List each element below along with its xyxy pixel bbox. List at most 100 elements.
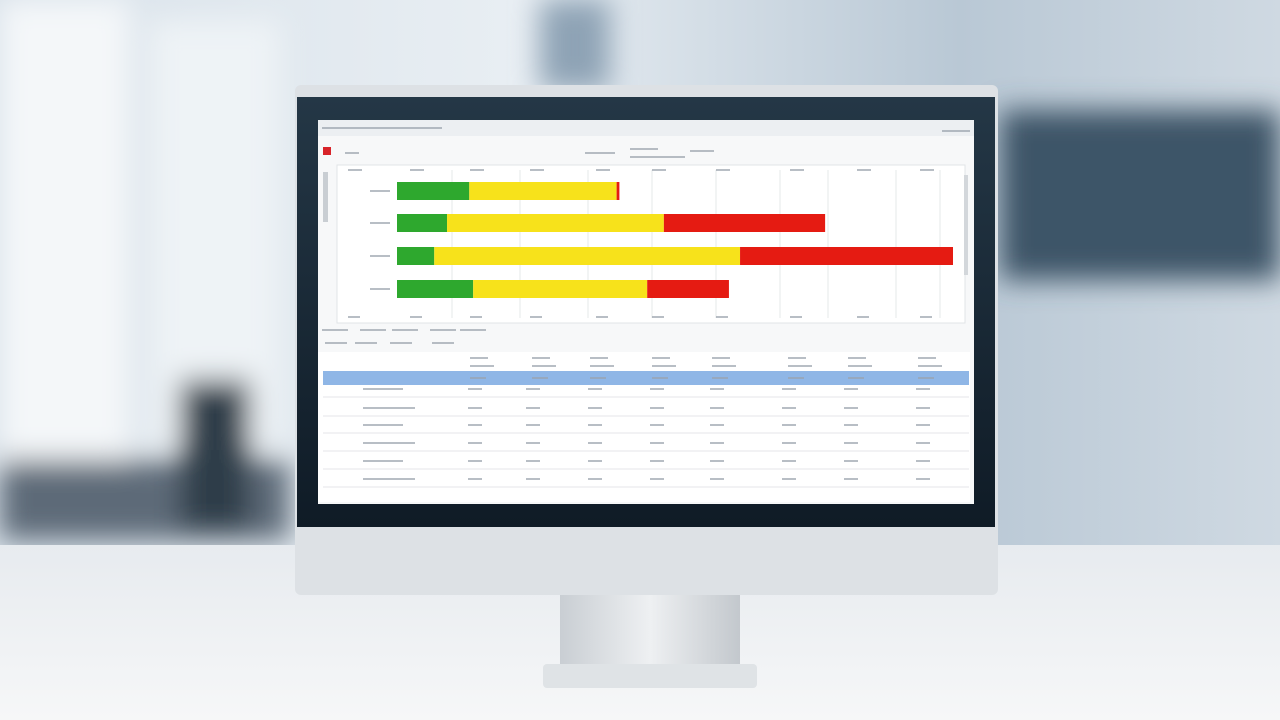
placeholder-text — [844, 460, 858, 462]
placeholder-text — [782, 460, 796, 462]
placeholder-text — [363, 478, 415, 480]
placeholder-text — [530, 169, 544, 171]
placeholder-text — [652, 169, 666, 171]
placeholder-text — [650, 407, 664, 409]
placeholder-text — [363, 442, 415, 444]
placeholder-text — [782, 388, 796, 390]
placeholder-text — [716, 316, 728, 318]
placeholder-text — [652, 365, 676, 367]
placeholder-text — [322, 329, 348, 331]
placeholder-text — [588, 442, 602, 444]
placeholder-text — [390, 342, 412, 344]
placeholder-text — [590, 357, 608, 359]
placeholder-text — [916, 478, 930, 480]
placeholder-text — [526, 424, 540, 426]
placeholder-text — [526, 478, 540, 480]
placeholder-text — [630, 156, 685, 158]
placeholder-text — [650, 478, 664, 480]
blurred-office — [0, 0, 1280, 540]
placeholder-text — [460, 329, 486, 331]
monitor-stand — [560, 590, 740, 668]
bar-segment — [740, 247, 953, 265]
placeholder-text — [630, 148, 658, 150]
placeholder-text — [716, 169, 730, 171]
bar-segment — [469, 182, 617, 200]
placeholder-text — [526, 442, 540, 444]
placeholder-text — [782, 478, 796, 480]
monitor-base — [543, 664, 757, 688]
placeholder-text — [322, 127, 442, 129]
placeholder-text — [470, 169, 484, 171]
placeholder-text — [325, 342, 347, 344]
placeholder-text — [345, 152, 359, 154]
placeholder-text — [848, 357, 866, 359]
placeholder-text — [590, 365, 614, 367]
placeholder-text — [530, 316, 542, 318]
placeholder-text — [650, 442, 664, 444]
placeholder-text — [468, 442, 482, 444]
placeholder-text — [355, 342, 377, 344]
placeholder-text — [916, 460, 930, 462]
placeholder-text — [650, 388, 664, 390]
bar-segment — [447, 214, 664, 232]
placeholder-text — [844, 442, 858, 444]
placeholder-text — [588, 460, 602, 462]
placeholder-text — [652, 357, 670, 359]
placeholder-text — [588, 407, 602, 409]
placeholder-text — [916, 388, 930, 390]
placeholder-text — [916, 442, 930, 444]
placeholder-text — [360, 329, 386, 331]
placeholder-text — [788, 357, 806, 359]
placeholder-text — [712, 365, 736, 367]
placeholder-text — [918, 365, 942, 367]
placeholder-text — [468, 388, 482, 390]
placeholder-text — [782, 442, 796, 444]
placeholder-text — [918, 377, 934, 379]
placeholder-text — [526, 388, 540, 390]
placeholder-text — [363, 424, 403, 426]
placeholder-text — [348, 169, 362, 171]
placeholder-text — [468, 407, 482, 409]
placeholder-text — [782, 407, 796, 409]
placeholder-text — [410, 316, 422, 318]
placeholder-text — [712, 357, 730, 359]
placeholder-text — [432, 342, 454, 344]
placeholder-text — [468, 424, 482, 426]
placeholder-text — [650, 460, 664, 462]
placeholder-text — [782, 424, 796, 426]
placeholder-text — [588, 388, 602, 390]
placeholder-text — [532, 365, 556, 367]
ui-details — [322, 127, 970, 488]
placeholder-text — [848, 377, 864, 379]
placeholder-text — [470, 357, 488, 359]
placeholder-text — [596, 169, 610, 171]
placeholder-text — [920, 169, 934, 171]
placeholder-text — [712, 377, 728, 379]
placeholder-text — [468, 460, 482, 462]
bar-segment — [473, 280, 648, 298]
bar-segment — [397, 214, 448, 232]
placeholder-text — [370, 288, 390, 290]
placeholder-text — [363, 407, 415, 409]
placeholder-text — [710, 407, 724, 409]
placeholder-text — [585, 152, 615, 154]
placeholder-text — [844, 407, 858, 409]
placeholder-text — [652, 316, 664, 318]
placeholder-text — [468, 478, 482, 480]
placeholder-text — [788, 377, 804, 379]
placeholder-text — [690, 150, 714, 152]
placeholder-text — [916, 424, 930, 426]
placeholder-text — [918, 357, 936, 359]
placeholder-text — [710, 478, 724, 480]
placeholder-text — [710, 424, 724, 426]
placeholder-text — [588, 424, 602, 426]
scrollbar — [964, 175, 968, 275]
placeholder-text — [370, 190, 390, 192]
bar-segment — [434, 247, 741, 265]
placeholder-text — [588, 478, 602, 480]
placeholder-text — [942, 130, 970, 132]
placeholder-text — [532, 357, 550, 359]
bar-segment — [663, 214, 826, 232]
